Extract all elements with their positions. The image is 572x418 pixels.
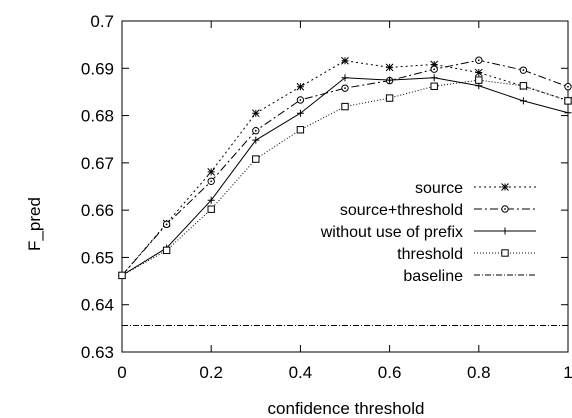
- asterisk-marker: [251, 109, 260, 118]
- legend-entry-source-threshold: source+threshold: [340, 202, 536, 219]
- plus-marker: [252, 136, 260, 144]
- square-marker: [475, 76, 483, 84]
- y-tick-label: 0.65: [81, 248, 114, 267]
- plus-marker: [564, 109, 572, 117]
- square-marker: [341, 102, 349, 111]
- x-tick-label: 1: [563, 363, 572, 382]
- circle-marker-dot: [504, 208, 506, 210]
- legend-entry-without-use-of-prefix: without use of prefix: [320, 224, 536, 241]
- legend-label: without use of prefix: [320, 224, 463, 241]
- y-tick-label: 0.7: [90, 12, 114, 31]
- legend-label: source: [415, 180, 463, 197]
- y-tick-label: 0.63: [81, 343, 114, 362]
- square-marker: [118, 271, 126, 280]
- square-marker: [162, 246, 171, 255]
- square-marker: [564, 97, 572, 105]
- square-marker: [430, 82, 438, 90]
- y-axis-label: F_pred: [25, 197, 44, 251]
- square-marker: [385, 94, 394, 102]
- asterisk-marker: [474, 68, 483, 77]
- square-marker: [501, 249, 509, 257]
- series-line-source-threshold: [121, 59, 569, 276]
- x-tick-label: 0.8: [467, 363, 491, 382]
- circle-marker-dot: [567, 85, 569, 88]
- circle-marker-dot: [299, 99, 302, 101]
- legend-label: baseline: [403, 268, 463, 285]
- y-tick-label: 0.69: [81, 59, 114, 78]
- plus-marker: [430, 74, 438, 82]
- circle-marker-dot: [165, 223, 168, 226]
- y-tick-label: 0.67: [81, 154, 114, 173]
- series-source-threshold: [118, 56, 572, 280]
- x-tick-label: 0.2: [199, 363, 223, 382]
- legend-label: threshold: [397, 246, 463, 263]
- asterisk-marker: [501, 183, 509, 191]
- series-threshold: [118, 76, 572, 280]
- circle-marker-dot: [254, 129, 257, 132]
- legend-entry-source: source: [415, 180, 536, 197]
- circle-marker-dot: [210, 180, 213, 183]
- x-axis-label: confidence threshold: [268, 399, 425, 418]
- circle-marker-dot: [522, 69, 525, 72]
- square-marker: [207, 205, 215, 213]
- axes: 0.63 0.64 0.65 0.66 0.67 0.68 0.69 0.7 0 0.2 0.4 0.…: [81, 12, 572, 382]
- y-tick-label: 0.68: [81, 107, 114, 126]
- legend-label: source+threshold: [340, 202, 463, 219]
- circle-marker-dot: [477, 59, 480, 62]
- series-group: [118, 56, 572, 327]
- plus-marker: [386, 76, 394, 84]
- plus-marker: [519, 97, 527, 105]
- legend: source source+threshold without use of pre…: [320, 180, 536, 285]
- x-tick-label: 0.4: [289, 363, 313, 382]
- asterisk-marker: [207, 167, 216, 176]
- square-marker: [296, 126, 305, 134]
- asterisk-marker: [341, 56, 349, 65]
- plot-frame: [121, 20, 569, 353]
- asterisk-marker: [430, 60, 439, 69]
- circle-marker-dot: [344, 87, 346, 90]
- circle-marker-dot: [433, 68, 436, 71]
- plus-marker: [501, 227, 509, 235]
- y-tick-label: 0.64: [81, 296, 114, 315]
- y-tick-label: 0.66: [81, 201, 114, 220]
- asterisk-marker: [296, 82, 305, 91]
- legend-entry-baseline: baseline: [403, 268, 536, 285]
- square-marker: [519, 82, 528, 90]
- plus-marker: [296, 109, 304, 117]
- x-tick-label: 0: [117, 363, 126, 382]
- plus-marker: [341, 74, 349, 82]
- plus-marker: [207, 196, 215, 204]
- legend-entry-threshold: threshold: [397, 246, 536, 263]
- square-marker: [252, 155, 260, 163]
- x-tick-label: 0.6: [378, 363, 402, 382]
- asterisk-marker: [385, 63, 394, 72]
